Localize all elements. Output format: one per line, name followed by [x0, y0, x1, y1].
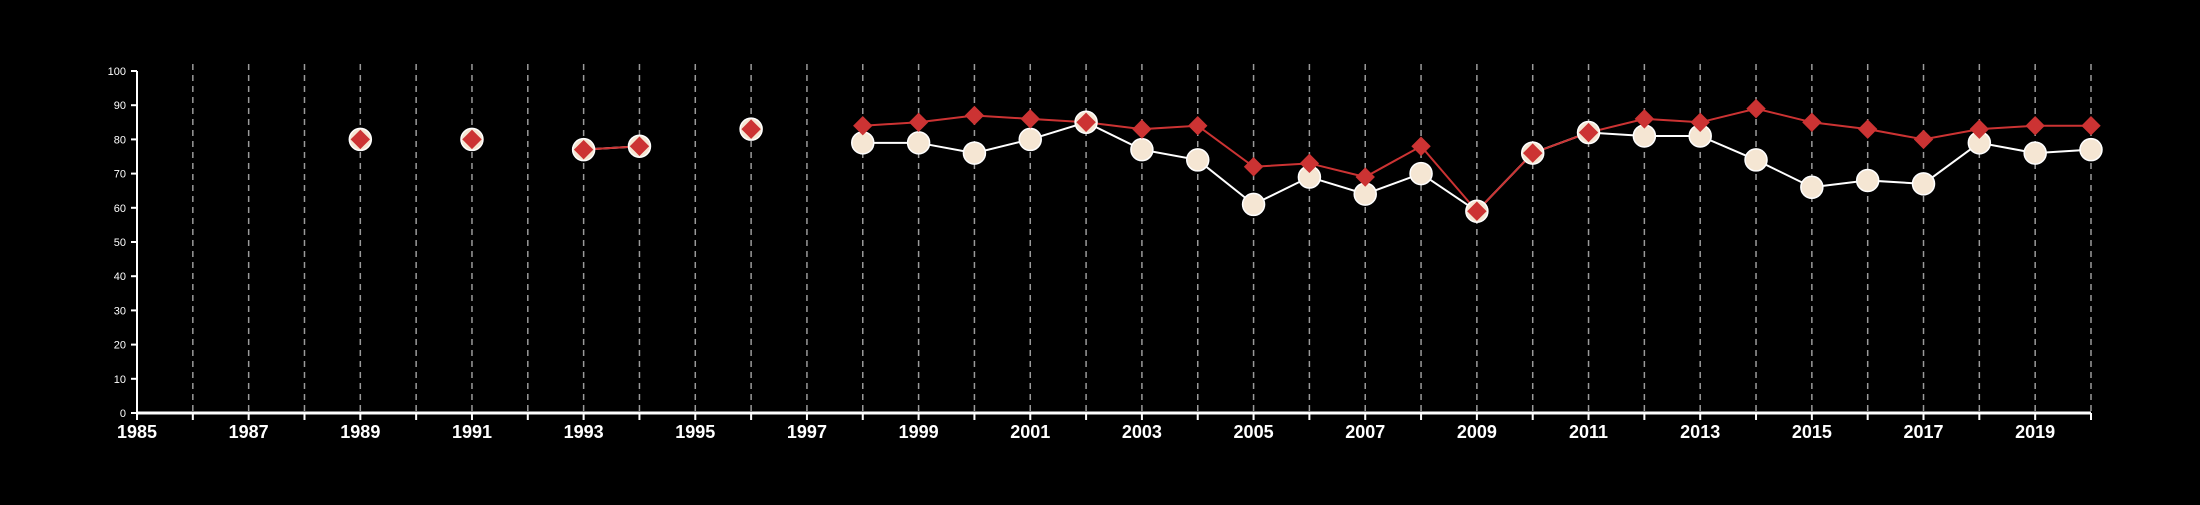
circle-point-2014: [1744, 148, 1768, 172]
axes: 0 10 20 30 40 50 60 70 80 90 100 1985 1987 1989 1991 19…: [108, 66, 2092, 442]
diamond-point-2016: [1857, 119, 1878, 139]
ytick-label-50: 50: [114, 237, 126, 249]
diamond-point-2000: [964, 105, 985, 126]
diamond-point-2007: [1355, 167, 1375, 187]
ytick-label-90: 90: [114, 100, 126, 112]
xtick-label-2007: 2007: [1345, 422, 1385, 442]
grid-layer: [192, 64, 2092, 413]
diamond-point-2014: [1746, 98, 1766, 119]
xtick-label-2017: 2017: [1903, 422, 1943, 442]
series-layer: [348, 98, 2103, 223]
xtick-label-1993: 1993: [564, 422, 604, 442]
xtick-label-1989: 1989: [340, 422, 380, 442]
circle-point-2017: [1911, 172, 1936, 196]
diamond-point-2003: [1132, 119, 1152, 139]
diamond-point-2017: [1913, 129, 1934, 150]
circle-point-2019: [2023, 141, 2047, 165]
diamond-point-2004: [1188, 116, 1208, 136]
xtick-label-1991: 1991: [452, 422, 492, 442]
circle-point-2004: [1185, 148, 1210, 172]
circle-point-2001: [1018, 127, 1043, 152]
ytick-label-10: 10: [114, 374, 126, 386]
diamond-point-1996: [741, 119, 761, 139]
diamond-point-1994: [629, 136, 650, 156]
diamond-point-1989: [350, 129, 371, 150]
diamond-point-2013: [1690, 112, 1710, 133]
circle-point-2003: [1130, 137, 1154, 162]
diamond-point-2002: [1076, 112, 1096, 133]
xtick-label-2013: 2013: [1680, 422, 1720, 442]
xtick-label-2019: 2019: [2015, 422, 2055, 442]
circle-point-1999: [906, 131, 931, 155]
circle-point-2020: [2079, 137, 2103, 162]
diamond-point-1993: [573, 139, 594, 160]
diamond-point-2012: [1634, 109, 1655, 129]
diamond-point-2008: [1411, 136, 1431, 156]
ytick-label-40: 40: [114, 271, 126, 283]
diamond-point-2001: [1020, 109, 1040, 129]
diamond-point-2009: [1467, 201, 1487, 221]
circle-point-2000: [962, 141, 987, 165]
circle-point-2016: [1855, 168, 1880, 193]
xtick-label-1985: 1985: [117, 422, 157, 442]
xtick-label-2015: 2015: [1792, 422, 1832, 442]
circle-point-2015: [1800, 175, 1824, 200]
ytick-label-20: 20: [114, 340, 126, 352]
diamond-point-2015: [1802, 112, 1822, 133]
diamond-point-2006: [1299, 153, 1320, 174]
diamond-point-1999: [908, 112, 929, 133]
circle-point-2008: [1409, 161, 1433, 186]
diamond-point-2018: [1969, 119, 1990, 139]
ytick-label-100: 100: [108, 66, 126, 78]
xtick-label-2009: 2009: [1457, 422, 1497, 442]
xtick-label-1999: 1999: [899, 422, 939, 442]
xtick-label-2011: 2011: [1569, 422, 1608, 442]
diamond-point-2020: [2081, 116, 2101, 136]
diamond-point-2011: [1578, 122, 1599, 143]
diamond-point-2005: [1243, 157, 1264, 177]
circle-point-2005: [1241, 192, 1266, 217]
xtick-label-1987: 1987: [229, 422, 269, 442]
diamond-point-2010: [1523, 143, 1543, 163]
xtick-label-1997: 1997: [787, 422, 827, 442]
xtick-label-2003: 2003: [1122, 422, 1162, 442]
diamond-point-2019: [2025, 116, 2045, 136]
ytick-label-30: 30: [114, 305, 126, 317]
ytick-label-70: 70: [114, 169, 126, 181]
xtick-label-1995: 1995: [675, 422, 715, 442]
xtick-label-2005: 2005: [1234, 422, 1274, 442]
ytick-label-0: 0: [120, 408, 126, 420]
ytick-label-60: 60: [114, 203, 126, 215]
xtick-label-2001: 2001: [1010, 422, 1050, 442]
diamond-point-1998: [853, 116, 873, 136]
ytick-label-80: 80: [114, 134, 126, 146]
diamond-point-1991: [462, 129, 482, 150]
